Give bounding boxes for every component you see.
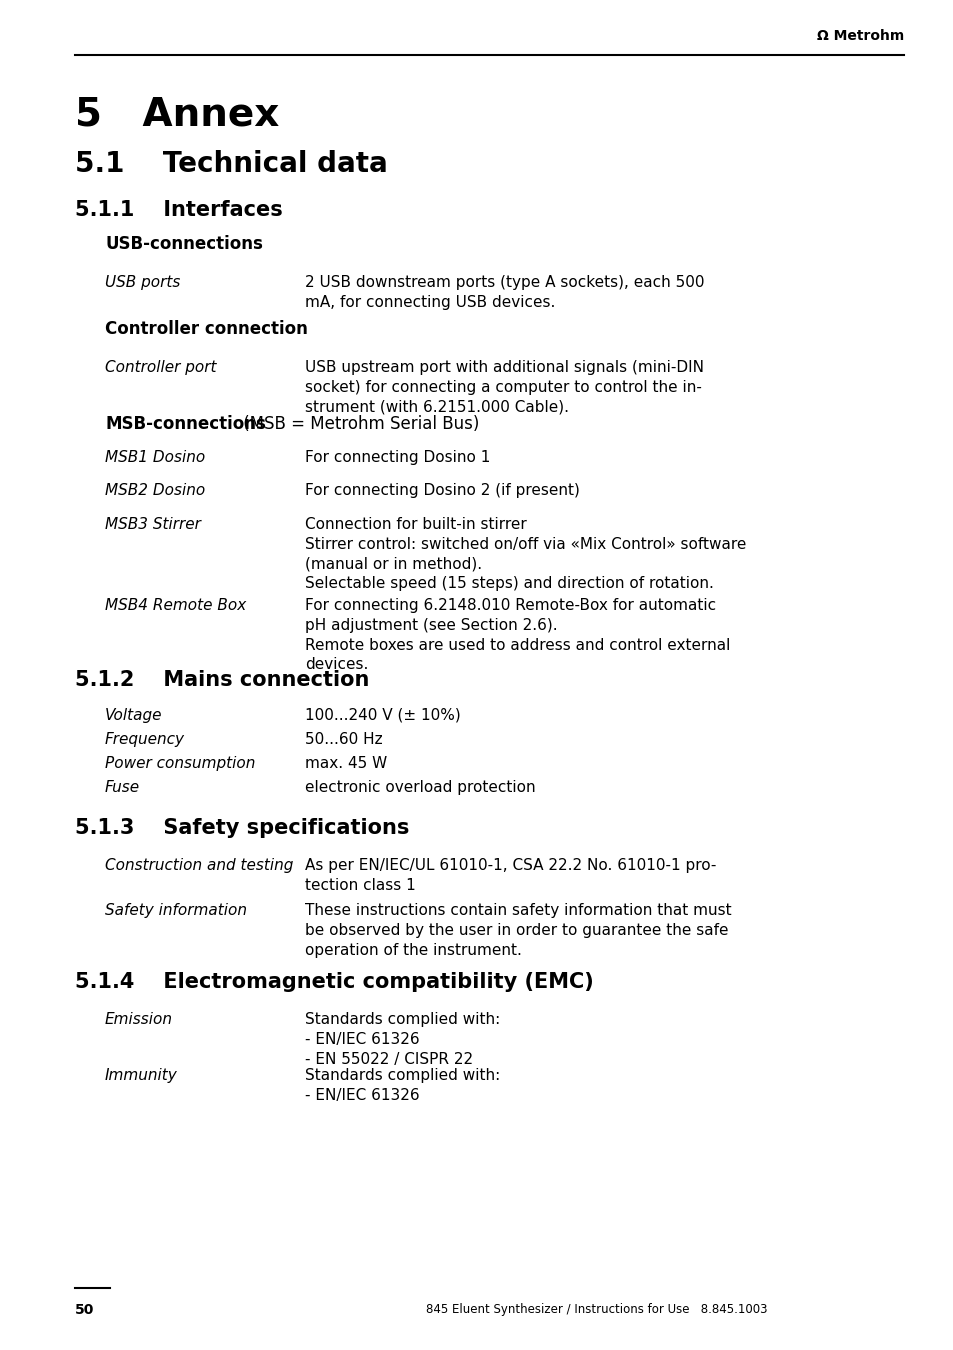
Text: 2 USB downstream ports (type A sockets), each 500
mA, for connecting USB devices: 2 USB downstream ports (type A sockets),… bbox=[305, 275, 703, 309]
Text: Immunity: Immunity bbox=[105, 1068, 177, 1083]
Text: USB-connections: USB-connections bbox=[105, 235, 263, 252]
Text: 50: 50 bbox=[75, 1303, 94, 1318]
Text: Controller port: Controller port bbox=[105, 360, 216, 375]
Text: Controller connection: Controller connection bbox=[105, 320, 308, 338]
Text: Frequency: Frequency bbox=[105, 732, 185, 747]
Text: electronic overload protection: electronic overload protection bbox=[305, 780, 535, 795]
Text: For connecting Dosino 2 (if present): For connecting Dosino 2 (if present) bbox=[305, 483, 579, 498]
Text: (MSB = Metrohm Serial Bus): (MSB = Metrohm Serial Bus) bbox=[237, 414, 478, 433]
Text: MSB1 Dosino: MSB1 Dosino bbox=[105, 450, 205, 464]
Text: USB upstream port with additional signals (mini-DIN
socket) for connecting a com: USB upstream port with additional signal… bbox=[305, 360, 703, 414]
Text: 5.1.3    Safety specifications: 5.1.3 Safety specifications bbox=[75, 818, 409, 838]
Text: Safety information: Safety information bbox=[105, 903, 247, 918]
Text: 50...60 Hz: 50...60 Hz bbox=[305, 732, 382, 747]
Text: Connection for built-in stirrer
Stirrer control: switched on/off via «Mix Contro: Connection for built-in stirrer Stirrer … bbox=[305, 517, 745, 591]
Text: Emission: Emission bbox=[105, 1012, 172, 1027]
Text: For connecting Dosino 1: For connecting Dosino 1 bbox=[305, 450, 490, 464]
Text: Fuse: Fuse bbox=[105, 780, 140, 795]
Text: Voltage: Voltage bbox=[105, 707, 162, 724]
Text: max. 45 W: max. 45 W bbox=[305, 756, 387, 771]
Text: 5.1    Technical data: 5.1 Technical data bbox=[75, 150, 387, 178]
Text: MSB4 Remote Box: MSB4 Remote Box bbox=[105, 598, 246, 613]
Text: 5.1.2    Mains connection: 5.1.2 Mains connection bbox=[75, 670, 369, 690]
Text: As per EN/IEC/UL 61010-1, CSA 22.2 No. 61010-1 pro-
tection class 1: As per EN/IEC/UL 61010-1, CSA 22.2 No. 6… bbox=[305, 859, 716, 892]
Text: 100...240 V (± 10%): 100...240 V (± 10%) bbox=[305, 707, 460, 724]
Text: 5.1.4    Electromagnetic compatibility (EMC): 5.1.4 Electromagnetic compatibility (EMC… bbox=[75, 972, 593, 992]
Text: MSB-connections: MSB-connections bbox=[105, 414, 266, 433]
Text: MSB3 Stirrer: MSB3 Stirrer bbox=[105, 517, 201, 532]
Text: Standards complied with:
- EN/IEC 61326: Standards complied with: - EN/IEC 61326 bbox=[305, 1068, 499, 1103]
Text: USB ports: USB ports bbox=[105, 275, 180, 290]
Text: For connecting 6.2148.010 Remote-Box for automatic
pH adjustment (see Section 2.: For connecting 6.2148.010 Remote-Box for… bbox=[305, 598, 730, 672]
Text: Standards complied with:
- EN/IEC 61326
- EN 55022 / CISPR 22: Standards complied with: - EN/IEC 61326 … bbox=[305, 1012, 499, 1066]
Text: Power consumption: Power consumption bbox=[105, 756, 255, 771]
Text: These instructions contain safety information that must
be observed by the user : These instructions contain safety inform… bbox=[305, 903, 731, 957]
Text: Construction and testing: Construction and testing bbox=[105, 859, 294, 873]
Text: MSB2 Dosino: MSB2 Dosino bbox=[105, 483, 205, 498]
Text: 5.1.1    Interfaces: 5.1.1 Interfaces bbox=[75, 200, 282, 220]
Text: 5   Annex: 5 Annex bbox=[75, 95, 279, 134]
Text: 845 Eluent Synthesizer / Instructions for Use   8.845.1003: 845 Eluent Synthesizer / Instructions fo… bbox=[426, 1303, 767, 1316]
Text: Ω Metrohm: Ω Metrohm bbox=[816, 28, 903, 43]
